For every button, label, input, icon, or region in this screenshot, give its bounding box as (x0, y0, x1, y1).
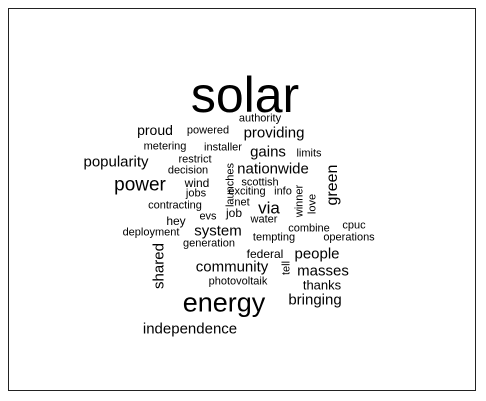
word-nationwide: nationwide (237, 160, 309, 178)
word-exciting: exciting (228, 185, 266, 198)
word-system: system (194, 222, 242, 240)
word-cpuc: cpuc (342, 219, 366, 232)
word-thanks: thanks (302, 277, 342, 293)
word-proud: proud (137, 122, 173, 138)
word-hey: hey (166, 214, 186, 228)
word-federal: federal (246, 247, 284, 261)
word-evs: evs (199, 210, 217, 223)
word-power: power (114, 174, 166, 196)
word-jobs: jobs (185, 187, 207, 200)
word-tempting: tempting (252, 231, 296, 244)
wordcloud-frame (8, 8, 476, 391)
word-powered: powered (186, 124, 230, 137)
word-tell: tell (280, 260, 293, 276)
word-info: info (274, 185, 292, 198)
word-deployment: deployment (122, 226, 180, 239)
word-shared: shared (150, 243, 168, 289)
word-water: water (250, 213, 278, 226)
word-independence: independence (142, 320, 238, 338)
word-winner: winner (293, 184, 306, 218)
word-decision: decision (167, 164, 209, 177)
word-masses: masses (297, 262, 349, 280)
word-generation: generation (183, 237, 235, 250)
word-limits: limits (296, 147, 322, 160)
word-job: job (225, 206, 243, 220)
word-photovoltaik: photovoltaik (208, 275, 268, 288)
word-gains: gains (250, 143, 286, 161)
word-green: green (324, 164, 341, 206)
word-contracting: contracting (148, 199, 202, 212)
word-love: love (306, 193, 319, 215)
word-providing: providing (243, 124, 305, 142)
word-combine: combine (288, 222, 330, 235)
word-energy: energy (182, 287, 266, 318)
word-net: net (234, 196, 250, 209)
word-operations: operations (323, 231, 375, 244)
word-via: via (258, 198, 280, 218)
word-installer: installer (204, 141, 242, 154)
word-community: community (195, 258, 269, 276)
word-popularity: popularity (83, 153, 149, 171)
word-wind: wind (184, 176, 210, 190)
word-scottish: scottish (241, 176, 279, 189)
word-metering: metering (143, 140, 187, 153)
word-solar: solar (190, 67, 300, 123)
word-people: people (294, 245, 340, 263)
word-restrict: restrict (178, 153, 212, 166)
word-bringing: bringing (288, 291, 342, 309)
word-authority: authority (238, 112, 282, 125)
